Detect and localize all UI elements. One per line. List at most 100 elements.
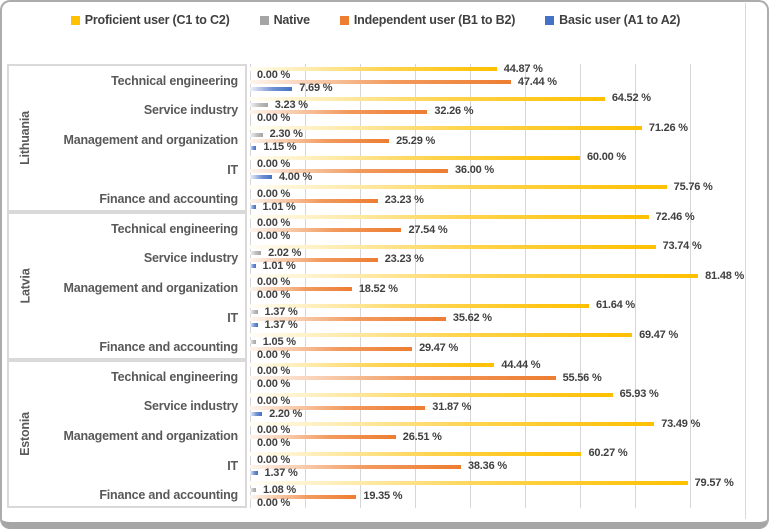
bar-basic xyxy=(250,471,258,476)
data-label: 71.26 % xyxy=(648,121,688,134)
bar-independent xyxy=(250,405,426,410)
category-label: Management and organization xyxy=(63,132,239,147)
category-label: Management and organization xyxy=(63,280,239,295)
legend-swatch-proficient-icon xyxy=(70,15,80,25)
legend-label-native: Native xyxy=(273,13,311,27)
country-label-latvia: Latvia xyxy=(9,214,41,358)
gridline xyxy=(305,64,306,508)
bar-proficient xyxy=(250,392,613,397)
legend-item-independent: Independent user (B1 to B2) xyxy=(339,13,516,27)
bar-independent xyxy=(250,464,461,469)
bar-basic xyxy=(250,264,256,269)
category-label: Management and organization xyxy=(63,428,239,443)
data-label: 2.30 % xyxy=(269,128,303,141)
bar-proficient xyxy=(250,363,495,367)
data-label: 1.37 % xyxy=(264,318,298,331)
legend-item-basic: Basic user (A1 to A2) xyxy=(545,13,680,27)
category-label: Service industry xyxy=(143,251,238,266)
data-label: 79.57 % xyxy=(694,476,734,489)
category-label: Finance and accounting xyxy=(99,192,238,207)
data-label: 44.44 % xyxy=(501,358,541,371)
data-label: 72.46 % xyxy=(655,210,695,223)
data-label: 0.00 % xyxy=(257,394,291,407)
group-box-lithuania: Lithuania Technical engineering Service in… xyxy=(7,64,247,212)
country-label-lithuania: Lithuania xyxy=(9,66,41,210)
legend-label-basic: Basic user (A1 to A2) xyxy=(559,13,681,27)
bar-independent xyxy=(250,316,446,321)
gridline xyxy=(635,64,636,508)
data-label: 47.44 % xyxy=(517,75,557,88)
legend-swatch-basic-icon xyxy=(545,15,555,25)
data-label: 73.49 % xyxy=(661,417,701,430)
category-label: Service industry xyxy=(143,103,238,118)
data-label: 81.48 % xyxy=(705,269,745,282)
data-label: 0.00 % xyxy=(257,217,291,230)
bar-independent xyxy=(250,346,413,351)
bar-independent xyxy=(250,287,352,292)
bar-proficient xyxy=(250,185,667,190)
legend-label-proficient: Proficient user (C1 to C2) xyxy=(84,13,230,27)
gridline xyxy=(580,64,581,508)
data-label: 64.52 % xyxy=(611,92,651,105)
category-label: IT xyxy=(227,162,238,177)
bar-proficient xyxy=(250,481,688,486)
data-label: 0.00 % xyxy=(257,157,291,170)
gridline xyxy=(690,64,691,508)
gridline xyxy=(415,64,416,508)
bar-native xyxy=(250,488,256,492)
category-label: Service industry xyxy=(143,399,238,414)
data-label: 0.00 % xyxy=(257,378,291,391)
data-label: 7.69 % xyxy=(299,82,333,95)
legend-swatch-independent-icon xyxy=(339,15,349,25)
bar-proficient xyxy=(250,274,699,279)
plot-area: 44.87 % 0.00 % 47.44 % 7.69 % 64.52 % 3.23 % 3… xyxy=(250,63,745,509)
group-box-latvia: Latvia Technical engineering Service indus… xyxy=(7,212,247,360)
bar-proficient xyxy=(250,126,642,131)
bar-independent xyxy=(250,139,390,144)
country-label-estonia: Estonia xyxy=(9,362,41,506)
category-axis-panel: Lithuania Technical engineering Service in… xyxy=(7,64,247,508)
data-label: 0.00 % xyxy=(257,496,291,509)
bar-independent xyxy=(250,435,396,440)
data-label: 0.00 % xyxy=(257,437,291,450)
data-label: 4.00 % xyxy=(279,170,313,183)
bar-proficient xyxy=(250,333,633,338)
data-label: 0.00 % xyxy=(257,348,291,361)
data-label: 2.20 % xyxy=(269,407,303,420)
gridline xyxy=(250,64,251,508)
data-label: 2.02 % xyxy=(268,246,302,259)
data-label: 3.23 % xyxy=(274,98,308,111)
data-label: 0.00 % xyxy=(257,365,291,378)
data-label: 26.51 % xyxy=(402,430,442,443)
bar-independent xyxy=(250,376,556,381)
bar-basic xyxy=(250,175,272,180)
legend-swatch-native-icon xyxy=(259,15,269,25)
bar-basic xyxy=(250,86,293,91)
legend-label-independent: Independent user (B1 to B2) xyxy=(353,13,516,27)
data-label: 0.00 % xyxy=(257,111,291,124)
data-label: 73.74 % xyxy=(662,240,702,253)
data-label: 1.05 % xyxy=(262,335,296,348)
bar-native xyxy=(250,132,263,137)
data-label: 75.76 % xyxy=(673,180,713,193)
data-label: 69.47 % xyxy=(639,328,679,341)
data-label: 0.00 % xyxy=(257,187,291,200)
bar-independent xyxy=(250,198,378,203)
data-label: 1.37 % xyxy=(264,466,298,479)
bar-proficient xyxy=(250,244,656,249)
category-label: Finance and accounting xyxy=(99,488,238,503)
bar-proficient xyxy=(250,451,582,456)
data-label: 65.93 % xyxy=(619,388,659,401)
data-label: 61.64 % xyxy=(596,299,635,312)
country-label-text: Lithuania xyxy=(18,111,33,165)
category-label: Technical engineering xyxy=(111,221,238,236)
legend-item-native: Native xyxy=(259,13,311,27)
bar-independent xyxy=(250,228,402,233)
data-label: 0.00 % xyxy=(257,276,291,289)
data-label: 60.27 % xyxy=(588,447,628,460)
data-label: 1.37 % xyxy=(264,305,298,318)
country-label-text: Estonia xyxy=(18,412,32,456)
data-label: 38.36 % xyxy=(467,460,507,473)
data-label: 25.29 % xyxy=(396,134,436,147)
data-label: 55.56 % xyxy=(562,371,602,384)
